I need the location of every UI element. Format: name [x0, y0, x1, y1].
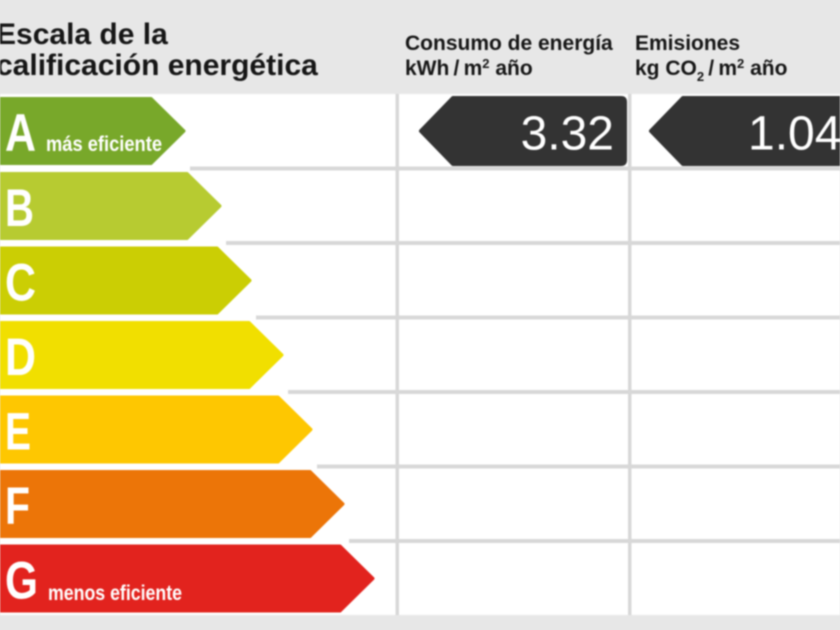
svg-text:Consumo de energía: Consumo de energía [405, 32, 613, 55]
svg-text:E: E [5, 403, 31, 462]
svg-text:calificación energética: calificación energética [0, 49, 318, 82]
svg-text:Emisiones: Emisiones [635, 32, 740, 55]
svg-text:B: B [5, 179, 34, 238]
svg-text:D: D [5, 328, 36, 387]
svg-text:C: C [5, 254, 36, 313]
svg-text:1.04: 1.04 [748, 108, 840, 161]
svg-text:A: A [5, 104, 36, 163]
svg-text:más eficiente: más eficiente [46, 132, 162, 156]
svg-text:Escala de la: Escala de la [0, 18, 168, 51]
svg-text:F: F [5, 477, 30, 536]
svg-text:3.32: 3.32 [521, 108, 614, 161]
svg-text:G: G [5, 552, 38, 611]
svg-text:kWh / m2 año: kWh / m2 año [405, 56, 533, 80]
svg-text:kg CO2 / m2 año: kg CO2 / m2 año [635, 56, 787, 84]
svg-text:menos eficiente: menos eficiente [48, 581, 182, 605]
